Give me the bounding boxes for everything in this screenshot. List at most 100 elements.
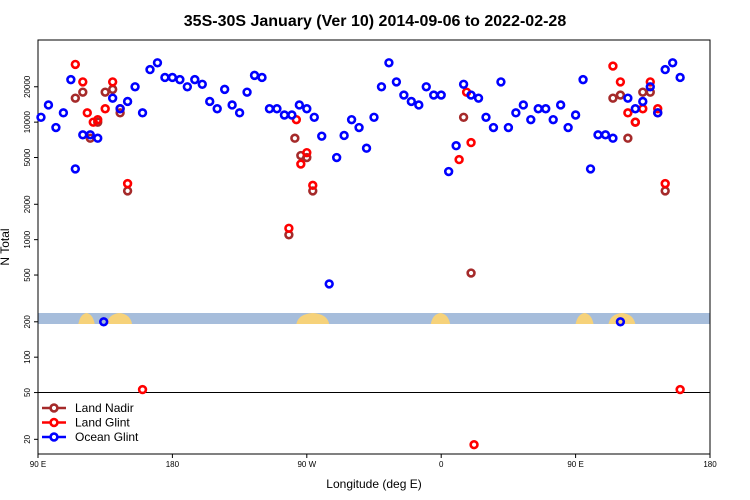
data-point — [541, 104, 551, 114]
data-point — [443, 166, 454, 177]
land-patch — [78, 313, 95, 324]
x-tick-label: 90 W — [297, 460, 316, 469]
data-point — [107, 93, 118, 103]
data-point — [115, 108, 125, 118]
data-point — [414, 100, 424, 110]
data-point — [660, 186, 670, 196]
data-point — [473, 93, 484, 103]
data-point — [309, 112, 319, 122]
data-point — [346, 114, 357, 125]
x-tick-label: 90 E — [567, 460, 583, 469]
data-point — [122, 96, 133, 107]
data-point — [145, 64, 155, 75]
data-point — [615, 317, 626, 327]
data-point — [205, 96, 215, 107]
data-point — [175, 74, 185, 85]
land-patch — [430, 313, 451, 324]
y-axis: 20 50 100 200 500 1000 2000 5000 10000 20000 — [23, 75, 38, 444]
data-point — [496, 77, 506, 87]
y-tick-label: 50 — [23, 388, 32, 397]
data-point — [384, 58, 394, 68]
data-point — [469, 439, 479, 450]
data-point — [533, 104, 543, 114]
y-tick-label: 200 — [23, 315, 32, 329]
data-point — [100, 104, 110, 114]
data-point — [272, 104, 282, 114]
data-point — [70, 164, 81, 174]
data-point — [78, 77, 88, 87]
data-point — [294, 100, 305, 110]
data-point — [623, 93, 633, 103]
data-point — [436, 90, 446, 100]
land-patch — [575, 313, 594, 324]
data-point — [615, 77, 626, 87]
data-point — [190, 74, 200, 85]
data-point — [451, 141, 461, 151]
data-point — [630, 117, 641, 127]
data-point — [608, 93, 618, 103]
data-point — [548, 114, 558, 125]
data-point — [481, 112, 491, 122]
data-point — [122, 186, 133, 196]
data-point — [212, 104, 222, 114]
x-tick-label: 0 — [439, 460, 444, 469]
data-point — [115, 104, 125, 114]
data-point — [93, 133, 103, 143]
data-point — [324, 279, 334, 289]
data-point — [78, 130, 88, 140]
data-point — [570, 110, 581, 120]
data-point — [354, 122, 364, 133]
data-point — [503, 122, 514, 133]
data-point — [608, 61, 618, 71]
data-point — [287, 110, 297, 120]
data-point — [66, 74, 76, 85]
data-point — [167, 72, 178, 83]
data-point — [51, 122, 61, 133]
data-point — [675, 384, 685, 395]
data-point — [454, 154, 464, 165]
legend-item: Ocean Glint — [42, 430, 139, 444]
data-point — [302, 147, 312, 158]
data-point — [302, 104, 312, 114]
data-point — [488, 122, 499, 133]
data-point — [623, 133, 633, 143]
data-point — [100, 87, 110, 97]
data-point — [308, 180, 318, 191]
y-tick-label: 2000 — [23, 195, 32, 213]
data-point — [399, 90, 409, 100]
data-point — [279, 110, 290, 120]
data-point — [58, 108, 69, 118]
data-point — [152, 58, 163, 68]
data-point — [290, 133, 300, 143]
data-point — [638, 104, 648, 114]
data-point — [85, 130, 95, 140]
legend-marker — [49, 432, 59, 442]
y-tick-label: 20000 — [23, 75, 32, 98]
y-axis-label: N Total — [0, 228, 12, 265]
data-point — [317, 131, 327, 141]
y-tick-label: 20 — [23, 434, 32, 443]
data-point — [122, 178, 133, 189]
legend-label: Ocean Glint — [75, 430, 139, 444]
x-tick-label: 180 — [166, 460, 180, 469]
data-point — [43, 100, 54, 110]
x-axis: 90 E 180 90 W 0 90 E 180 — [30, 454, 717, 469]
data-point — [526, 114, 536, 125]
data-point — [638, 87, 648, 97]
data-point — [645, 82, 655, 92]
data-point — [660, 178, 670, 189]
data-point — [563, 122, 573, 133]
data-point — [107, 77, 118, 87]
plot-frame — [37, 39, 711, 455]
data-point — [284, 223, 294, 233]
data-point — [93, 114, 103, 125]
legend-label: Land Glint — [75, 416, 130, 430]
data-point — [376, 82, 387, 92]
data-point — [99, 317, 109, 327]
x-tick-label: 180 — [703, 460, 717, 469]
data-point — [466, 137, 476, 148]
legend-label: Land Nadir — [75, 401, 134, 415]
data-point — [600, 130, 611, 140]
data-point — [107, 84, 118, 95]
